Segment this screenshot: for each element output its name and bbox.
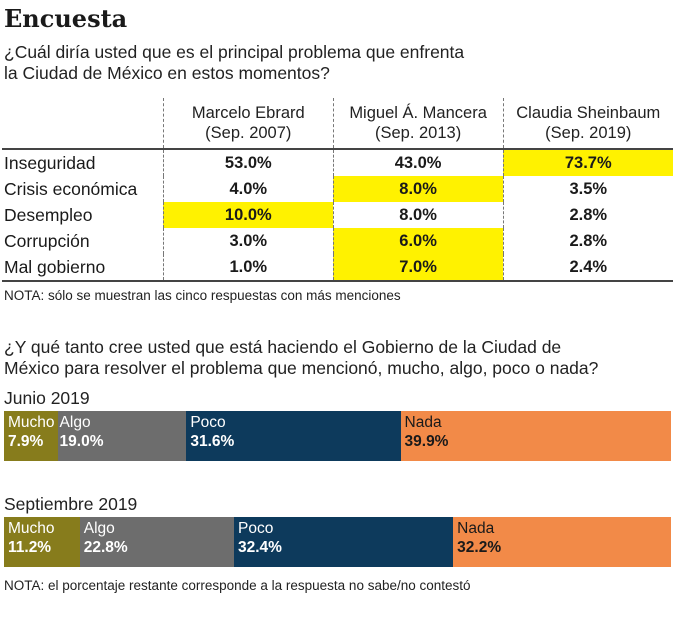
table-cell: 8.0% <box>332 202 504 228</box>
table-row: Desempleo 10.0% 8.0% 2.8% <box>2 202 673 228</box>
table-cell: 3.5% <box>502 176 673 202</box>
survey-date: (Sep. 2007) <box>205 124 292 142</box>
note-top: NOTA: sólo se muestran las cinco respues… <box>4 288 401 303</box>
segment-name: Mucho <box>8 520 55 537</box>
table-row: Corrupción 3.0% 6.0% 2.8% <box>2 228 673 254</box>
table-cell: 43.0% <box>332 149 504 176</box>
table-cell: 4.0% <box>162 176 334 202</box>
table-cell: 6.0% <box>332 228 504 254</box>
segment-value: 22.8% <box>83 539 128 556</box>
survey-date: (Sep. 2013) <box>374 124 462 142</box>
segment-name: Algo <box>59 414 91 431</box>
segment-value: 32.4% <box>237 539 282 556</box>
note-bottom: NOTA: el porcentaje restante corresponde… <box>4 578 471 593</box>
segment-name: Nada <box>404 414 442 431</box>
segment-value: 7.9% <box>8 433 44 450</box>
bar-segment-algo: Algo 19.0% <box>57 411 187 461</box>
row-label: Corrupción <box>4 230 90 251</box>
column-header: Claudia Sheinbaum (Sep. 2019) <box>502 98 673 150</box>
table-cell: 1.0% <box>162 254 334 282</box>
question-2: ¿Y qué tanto cree usted que está haciend… <box>4 337 599 378</box>
candidate-name: Miguel Á. Mancera <box>349 104 487 122</box>
table-cell: 10.0% <box>162 202 334 228</box>
row-label: Desempleo <box>4 204 93 225</box>
segment-value: 32.2% <box>457 539 502 556</box>
bar-segment-mucho: Mucho 7.9% <box>4 411 58 461</box>
segment-name: Poco <box>237 520 274 537</box>
candidate-name: Marcelo Ebrard <box>191 104 305 122</box>
column-header: Miguel Á. Mancera (Sep. 2013) <box>332 98 504 150</box>
bar-segment-algo: Algo 22.8% <box>79 517 234 567</box>
segment-value: 11.2% <box>8 539 52 556</box>
segment-name: Mucho <box>8 414 55 431</box>
question-1: ¿Cuál diría usted que es el principal pr… <box>4 42 465 83</box>
table-cell: 53.0% <box>162 149 334 176</box>
table-cell: 3.0% <box>162 228 334 254</box>
table-row: Inseguridad 53.0% 43.0% 73.7% <box>2 149 673 176</box>
page-title: Encuesta <box>4 4 128 33</box>
table-row: Crisis económica 4.0% 8.0% 3.5% <box>2 176 673 202</box>
bar-segment-poco: Poco 32.4% <box>233 517 454 567</box>
bar-segment-poco: Poco 31.6% <box>186 411 401 461</box>
row-label: Mal gobierno <box>2 254 164 282</box>
results-table: Marcelo Ebrard (Sep. 2007) Miguel Á. Mance… <box>2 98 673 282</box>
bar-segment-nada: Nada 32.2% <box>453 517 671 567</box>
table-cell: 2.8% <box>502 202 673 228</box>
candidate-name: Claudia Sheinbaum <box>516 104 661 122</box>
table-cell: 2.4% <box>502 254 673 282</box>
table-cell: 8.0% <box>332 176 504 202</box>
bar-label-september: Septiembre 2019 <box>4 494 138 514</box>
segment-name: Nada <box>457 520 495 537</box>
bar-label-june: Junio 2019 <box>4 388 90 408</box>
bar-segment-mucho: Mucho 11.2% <box>4 517 80 567</box>
table-cell: 2.8% <box>502 228 673 254</box>
row-label: Inseguridad <box>4 152 96 173</box>
segment-value: 39.9% <box>404 433 449 450</box>
stacked-bar-september: Mucho 11.2% Algo 22.8% Poco 32.4% Nada 32.2% <box>4 517 671 567</box>
column-header: Marcelo Ebrard (Sep. 2007) <box>162 98 334 150</box>
segment-name: Algo <box>83 520 115 537</box>
segment-name: Poco <box>190 414 226 431</box>
segment-value: 19.0% <box>59 433 104 450</box>
table-cell: 7.0% <box>332 254 504 282</box>
table-cell: 73.7% <box>502 149 673 176</box>
table-row: Mal gobierno 1.0% 7.0% 2.4% <box>2 254 673 282</box>
segment-value: 31.6% <box>190 433 235 450</box>
row-label: Crisis económica <box>4 178 138 199</box>
survey-date: (Sep. 2019) <box>545 124 632 142</box>
stacked-bar-june: Mucho 7.9% Algo 19.0% Poco 31.6% Nada 39.9% <box>4 411 671 461</box>
bar-segment-nada: Nada 39.9% <box>400 411 671 461</box>
